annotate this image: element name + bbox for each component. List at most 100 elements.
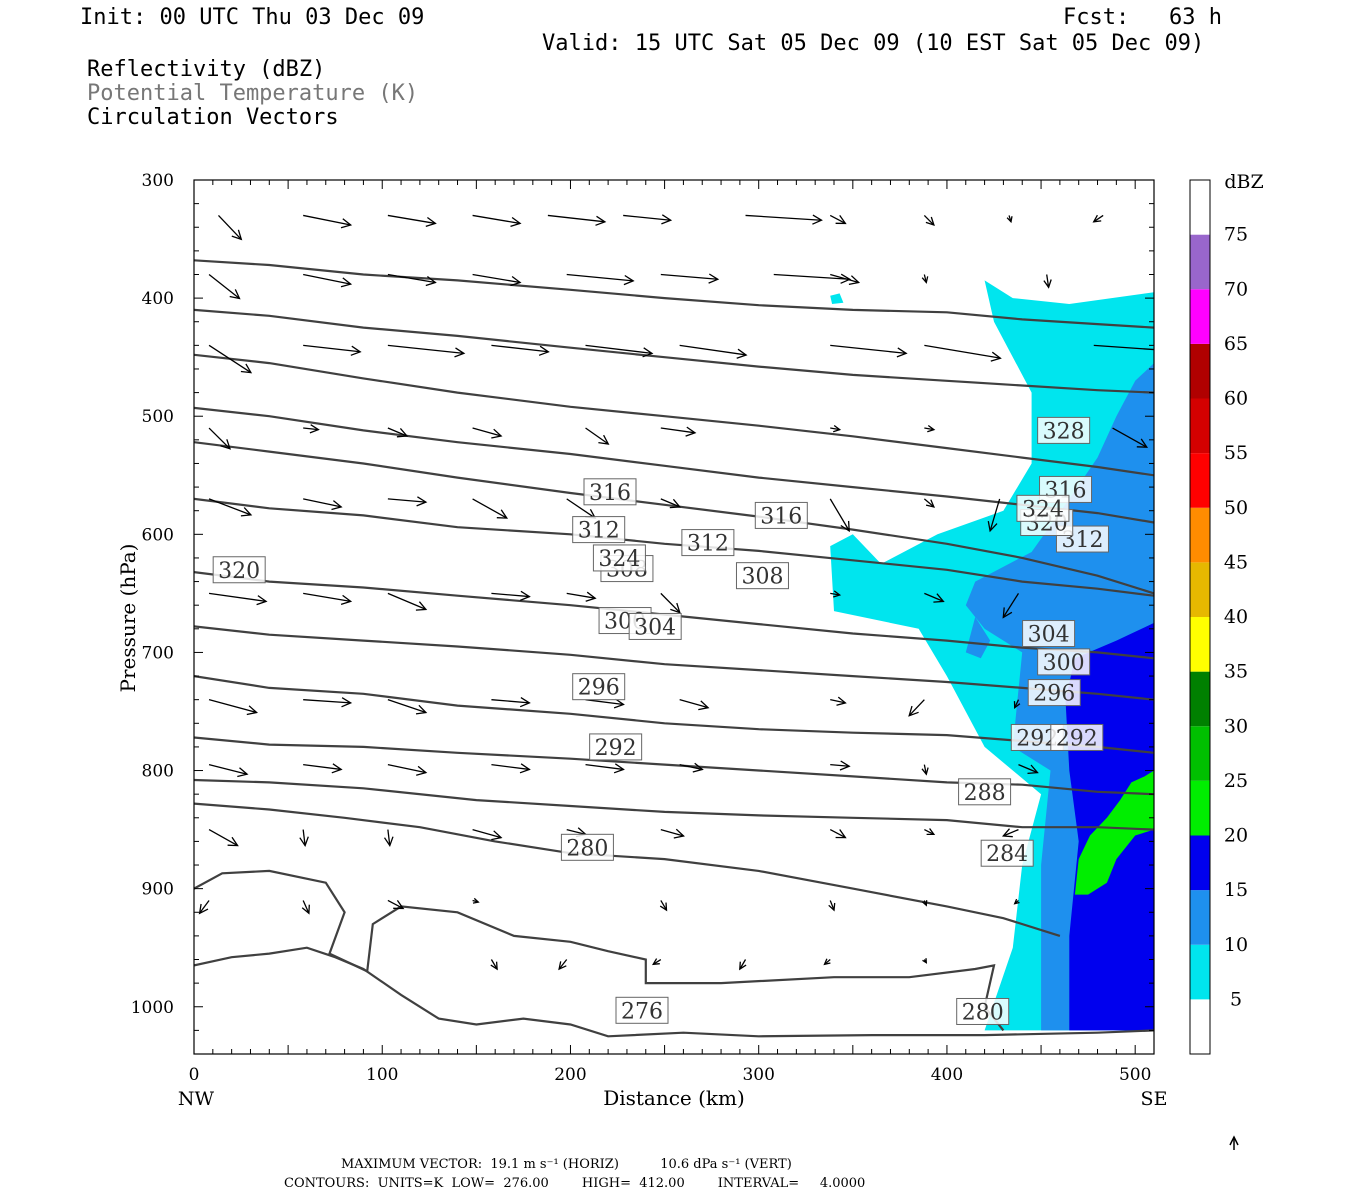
- wind-vector-head: [736, 348, 748, 359]
- wind-vector: [547, 214, 605, 223]
- colorbar-swatch: [1190, 398, 1210, 454]
- wind-vector: [387, 214, 436, 225]
- wind-vector: [1046, 274, 1050, 288]
- y-tick-label: 900: [142, 880, 174, 900]
- wind-vector-head: [661, 214, 673, 225]
- colorbar-swatch: [1190, 507, 1210, 563]
- wind-vector: [1002, 593, 1020, 618]
- wind-vector: [585, 763, 624, 771]
- wind-vector-head: [240, 363, 253, 374]
- theta-label-320: 320: [218, 559, 260, 584]
- wind-vector-head: [229, 289, 241, 300]
- wind-vector-head: [519, 590, 531, 602]
- wind-vector: [830, 273, 859, 284]
- theta-label-296: 296: [578, 676, 620, 701]
- wind-vector-head: [933, 593, 945, 603]
- wind-vector-head: [396, 427, 409, 438]
- colorbar-swatch: [1190, 562, 1210, 617]
- theta-contour-324: [194, 308, 1154, 394]
- wind-vector: [679, 763, 703, 771]
- wind-vector-head: [908, 705, 919, 717]
- colorbar-swatch: [1190, 343, 1210, 399]
- wind-vector-head: [925, 499, 935, 508]
- wind-vector: [660, 498, 681, 508]
- wind-vector: [829, 498, 850, 532]
- wind-vector: [199, 900, 210, 914]
- theta-label-box: [592, 544, 646, 572]
- wind-vector: [908, 699, 925, 717]
- theta-label-box: [735, 562, 789, 590]
- wind-vector: [924, 427, 934, 431]
- wind-vector: [1112, 427, 1148, 448]
- wind-vector: [387, 763, 427, 774]
- wind-vector-head: [833, 590, 842, 598]
- wind-vector-head: [416, 765, 428, 776]
- wind-vector-head: [240, 507, 253, 517]
- colorbar-level-label: 40: [1224, 606, 1248, 628]
- theta-label-292: 292: [595, 736, 637, 761]
- wind-vector-head: [340, 277, 353, 288]
- colorbar-swatch: [1190, 289, 1210, 344]
- colorbar-level-label: 35: [1224, 661, 1248, 683]
- wind-vector: [679, 344, 747, 356]
- wind-vector-head: [642, 347, 654, 358]
- colorbar-swatch: [1190, 453, 1210, 508]
- wind-vector-head: [198, 903, 209, 915]
- wind-vector-head: [651, 958, 660, 966]
- wind-vector: [1093, 214, 1104, 223]
- wind-vector: [585, 344, 653, 354]
- wind-vector-head: [708, 273, 720, 284]
- wind-vector-head: [659, 902, 668, 912]
- wind-vector: [208, 498, 252, 516]
- x-axis-title: Distance (km): [603, 1086, 745, 1110]
- colorbar-level-label: 20: [1224, 825, 1248, 847]
- wind-vector: [566, 592, 596, 599]
- wind-vector-head: [1136, 438, 1149, 448]
- wind-vector-head: [685, 426, 697, 437]
- wind-vector-head: [340, 218, 353, 229]
- forecast-hour: Fcst: 63 h: [1063, 5, 1222, 30]
- theta-label-276: 276: [621, 999, 663, 1024]
- field-reflectivity-label: Reflectivity (dBZ): [87, 57, 326, 82]
- wind-vector: [1093, 344, 1154, 351]
- theta-label-box: [560, 833, 614, 861]
- wind-vector-head: [415, 704, 428, 715]
- valid-time: Valid: 15 UTC Sat 05 Dec 09 (10 EST Sat …: [542, 31, 1205, 56]
- wind-vector-head: [1013, 898, 1020, 905]
- wind-vector: [472, 498, 508, 519]
- wind-vector-head: [490, 961, 498, 971]
- wind-vector: [387, 498, 426, 503]
- wind-vector: [472, 427, 502, 437]
- theta-contour-280: [194, 869, 1005, 1032]
- wind-vector-head: [836, 696, 847, 706]
- y-tick-label: 300: [142, 171, 174, 191]
- wind-vector-head: [415, 601, 428, 611]
- wind-vector-head: [673, 828, 685, 839]
- wind-vector: [208, 829, 238, 847]
- colorbar-level-label: 25: [1224, 770, 1248, 792]
- colorbar-swatch: [1190, 999, 1210, 1054]
- wind-vector: [1003, 828, 1019, 837]
- reference-vector-icon: [1229, 1135, 1239, 1150]
- theta-label-316: 316: [760, 504, 802, 529]
- wind-vector-head: [1002, 607, 1013, 619]
- wind-vector-head: [692, 762, 704, 773]
- wind-vector-head: [1027, 764, 1039, 775]
- theta-contour-288: [194, 778, 1154, 831]
- wind-vector-head: [246, 705, 258, 716]
- wind-vector-head: [833, 424, 842, 433]
- wind-vector: [830, 427, 840, 431]
- y-axis-title: Pressure (hPa): [116, 544, 140, 693]
- colorbar-swatch: [1190, 234, 1210, 290]
- colorbar-level-label: 10: [1224, 934, 1248, 956]
- wind-vector: [745, 214, 822, 221]
- wind-vector-head: [472, 897, 480, 904]
- theta-label-292: 292: [1056, 726, 1098, 751]
- theta-label-280: 280: [962, 1000, 1004, 1025]
- theta-label-box: [980, 839, 1034, 867]
- theta-label-280: 280: [566, 836, 608, 861]
- wind-vector-head: [922, 900, 928, 907]
- y-tick-label: 600: [142, 525, 174, 545]
- x-end-label-left: NW: [178, 1088, 215, 1110]
- wind-vector: [1018, 764, 1038, 774]
